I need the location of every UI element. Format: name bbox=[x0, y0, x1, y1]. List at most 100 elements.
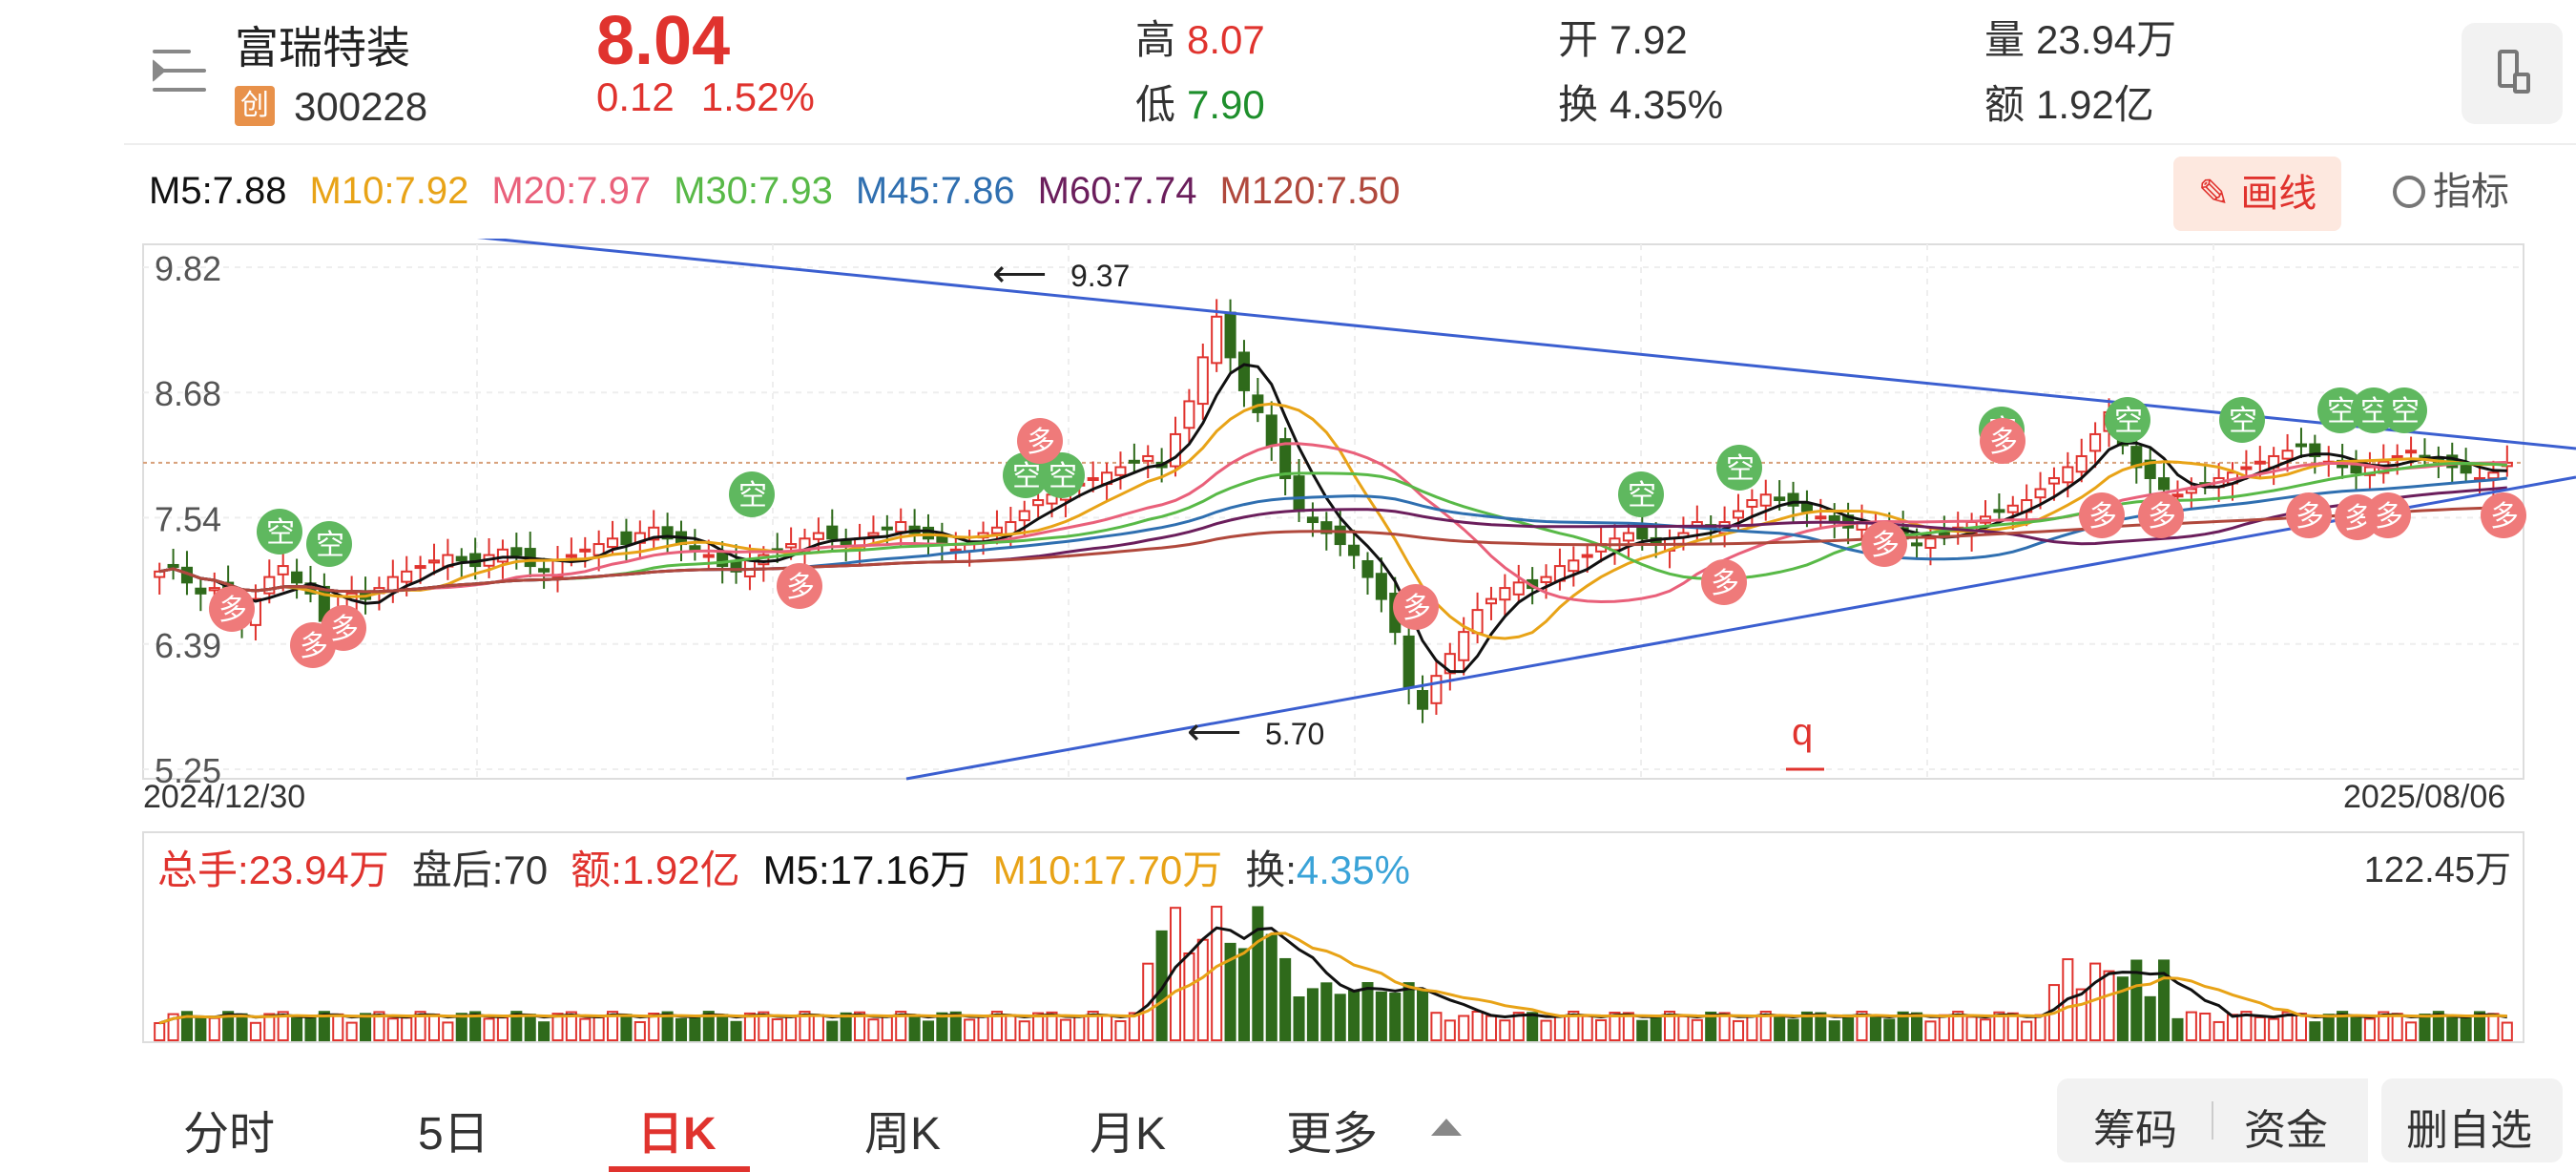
volume-bar bbox=[2446, 1016, 2459, 1042]
volume-bar bbox=[592, 1015, 605, 1042]
sell-signal-badge bbox=[2381, 387, 2427, 433]
volume-bar bbox=[1705, 1011, 1717, 1042]
vol-total: 总手:23.94万 bbox=[157, 848, 389, 892]
volume-bar bbox=[1430, 1012, 1443, 1042]
volume-bar bbox=[565, 1011, 577, 1041]
y-tick-label: 9.82 bbox=[155, 249, 221, 288]
volume-bar bbox=[154, 1022, 166, 1041]
volume-bar bbox=[1883, 1018, 1896, 1041]
high-arrow: ⟵ bbox=[992, 253, 1047, 295]
volume-bar bbox=[1183, 952, 1195, 1041]
tab-daily-k[interactable]: 日K bbox=[637, 1109, 717, 1160]
candle bbox=[1430, 675, 1443, 704]
volume-bar bbox=[1815, 1012, 1827, 1042]
landscape-button[interactable] bbox=[2462, 23, 2563, 124]
candle bbox=[1348, 544, 1361, 556]
volume-bar bbox=[1416, 989, 1429, 1042]
vol-amount: 额:1.92亿 bbox=[571, 848, 740, 892]
ma-legend-item: M60:7.74 bbox=[1037, 170, 1197, 212]
candle bbox=[263, 576, 276, 595]
candle bbox=[1759, 493, 1772, 507]
volume-bar bbox=[236, 1013, 248, 1041]
volume-bar bbox=[2378, 1011, 2390, 1041]
tab-intraday[interactable]: 分时 bbox=[183, 1109, 276, 1160]
remove-watchlist-button[interactable] bbox=[2381, 1078, 2563, 1162]
volume-bar bbox=[2473, 1011, 2486, 1041]
volume-bar bbox=[2281, 1011, 2294, 1041]
volume-bar bbox=[1128, 1012, 1140, 1041]
candle bbox=[1128, 459, 1140, 464]
buy-signal-badge bbox=[2481, 492, 2526, 538]
buy-signal-badge bbox=[2365, 492, 2411, 538]
buy-signal-badge bbox=[321, 605, 366, 651]
funds-button[interactable]: 资金 bbox=[2244, 1107, 2328, 1154]
buy-signal-label: 多 bbox=[2088, 500, 2117, 534]
kline-chart[interactable]: 9.828.687.546.395.25⟵ 9.37⟵ 5.70 q空 空空空 空空空空空… bbox=[0, 239, 2576, 811]
volume-bar bbox=[496, 1016, 509, 1041]
tab-monthly-k[interactable]: 月K bbox=[1090, 1109, 1167, 1160]
candle bbox=[2089, 432, 2102, 452]
tab-5day[interactable]: 5日 bbox=[418, 1109, 489, 1160]
volume-bar bbox=[1938, 1014, 1950, 1041]
volume-bar bbox=[2130, 959, 2143, 1041]
candle bbox=[2006, 504, 2019, 513]
quote-open: 开 7.92 bbox=[1558, 17, 1688, 62]
volume-bar bbox=[1677, 1015, 1690, 1042]
candle bbox=[607, 537, 619, 549]
volume-bar bbox=[1018, 1020, 1030, 1041]
volume-bar bbox=[1265, 933, 1278, 1041]
candle bbox=[1911, 542, 1923, 547]
volume-frame bbox=[142, 831, 2524, 1043]
volume-bar bbox=[2487, 1013, 2500, 1042]
volume-bar bbox=[2322, 1014, 2335, 1041]
candle bbox=[2391, 454, 2403, 459]
candle bbox=[1032, 499, 1045, 507]
volume-bar bbox=[812, 1014, 824, 1042]
quote-header: 富瑞特装 创 300228 8.04 0.12 1.52% 高 8.07 低 7.90… bbox=[0, 0, 2576, 143]
volume-bar bbox=[2419, 1014, 2431, 1042]
remove-watchlist-label[interactable]: 删自选 bbox=[2406, 1107, 2532, 1154]
draw-line-button[interactable]: ✎ 画线 bbox=[2173, 157, 2341, 231]
volume-bar bbox=[1402, 982, 1415, 1042]
volume-bar bbox=[2075, 988, 2088, 1041]
sell-signal-label: 空 bbox=[738, 479, 767, 513]
candle bbox=[785, 543, 798, 549]
chips-label[interactable]: 筹码 bbox=[2093, 1107, 2177, 1154]
volume-bar bbox=[922, 1020, 935, 1042]
volume-bar bbox=[524, 1014, 536, 1041]
volume-bar bbox=[2212, 1020, 2225, 1041]
change-pct: 1.52% bbox=[700, 74, 815, 119]
volume-bar bbox=[1211, 906, 1223, 1041]
candle bbox=[2487, 471, 2500, 480]
candle bbox=[895, 521, 907, 534]
candle bbox=[1237, 351, 1251, 391]
volume-bar bbox=[277, 1011, 289, 1042]
candle bbox=[1293, 475, 1305, 513]
volume-bar bbox=[1059, 1018, 1071, 1042]
buy-signal-badge bbox=[1980, 418, 2025, 464]
buy-signal-label: 多 bbox=[1871, 529, 1900, 562]
volume-bar bbox=[249, 1021, 261, 1041]
tab-weekly-k[interactable]: 周K bbox=[864, 1109, 942, 1160]
low-arrow: ⟵ bbox=[1187, 711, 1241, 753]
volume-bar bbox=[2460, 1017, 2472, 1042]
volume-bar bbox=[1540, 1019, 1552, 1041]
buy-signal-label: 多 bbox=[218, 594, 247, 627]
candle bbox=[1800, 503, 1813, 513]
candle bbox=[1499, 587, 1511, 601]
ma-legend-item: M20:7.97 bbox=[491, 170, 652, 212]
volume-chart[interactable] bbox=[0, 830, 2576, 1050]
chevron-up-icon[interactable] bbox=[1431, 1119, 1462, 1136]
candle bbox=[455, 555, 467, 562]
sell-signal-label: 空 bbox=[1628, 479, 1656, 513]
tab-more[interactable]: 更多 bbox=[1286, 1109, 1379, 1160]
indicator-button[interactable]: 指标 bbox=[2393, 160, 2509, 216]
ma-legend-item: M45:7.86 bbox=[855, 170, 1015, 212]
candle bbox=[1334, 525, 1346, 546]
menu-icon[interactable] bbox=[153, 48, 206, 94]
ma-legend-item: M5:7.88 bbox=[149, 170, 287, 212]
button-separator bbox=[2212, 1101, 2213, 1140]
volume-bar bbox=[483, 1017, 495, 1041]
stock-code: 300228 bbox=[294, 84, 428, 129]
ma-legend-item: M30:7.93 bbox=[674, 170, 833, 212]
